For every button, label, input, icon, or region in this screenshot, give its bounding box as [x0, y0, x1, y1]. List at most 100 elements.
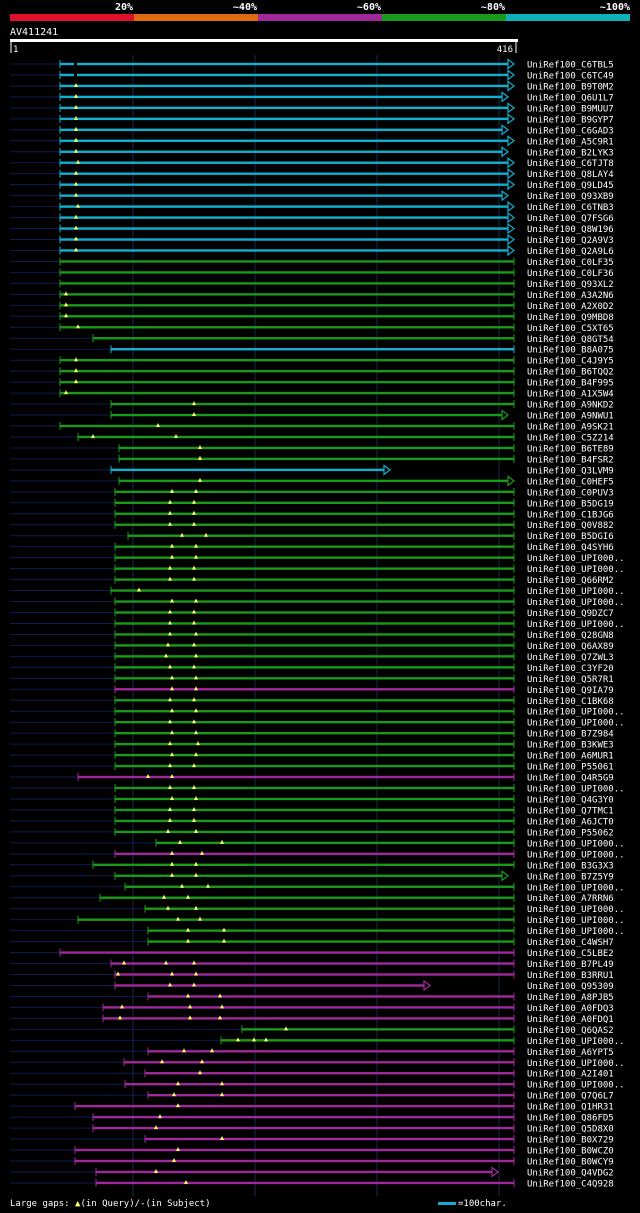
hit-row[interactable]: UniRef100_B5DG19 [10, 498, 614, 510]
hit-row[interactable]: UniRef100_B0WCY9 [10, 1157, 614, 1168]
hit-row[interactable]: UniRef100_C5LBE2 [10, 948, 614, 960]
hit-row[interactable]: UniRef100_UPI000.. [10, 926, 625, 938]
hit-label[interactable]: UniRef100_A0FDQ3 [527, 1004, 614, 1014]
hit-label[interactable]: UniRef100_C4WSH7 [527, 938, 614, 948]
hit-row[interactable]: UniRef100_A0FDQ3 [10, 1003, 614, 1014]
hit-label[interactable]: UniRef100_UPI000.. [527, 883, 625, 893]
hit-row[interactable]: UniRef100_Q8LAY4 [10, 167, 614, 180]
hit-row[interactable]: UniRef100_A1X5W4 [10, 389, 614, 400]
hit-label[interactable]: UniRef100_B7PL49 [527, 960, 614, 970]
hit-label[interactable]: UniRef100_Q9MBD8 [527, 313, 614, 323]
hit-row[interactable]: UniRef100_B9T0M2 [10, 80, 614, 92]
hit-row[interactable]: UniRef100_C6GAD3 [10, 124, 614, 136]
hit-row[interactable]: UniRef100_C0LF35 [10, 257, 614, 268]
hit-label[interactable]: UniRef100_B3RRU1 [527, 971, 614, 981]
hit-row[interactable]: UniRef100_C4Q928 [10, 1178, 614, 1190]
hit-row[interactable]: UniRef100_Q7ZWL3 [10, 652, 614, 663]
hit-row[interactable]: UniRef100_B2LYK3 [10, 146, 614, 158]
hit-label[interactable]: UniRef100_Q9DZC7 [527, 609, 614, 619]
hit-label[interactable]: UniRef100_A9NWU1 [527, 412, 614, 422]
hit-row[interactable]: UniRef100_B8A075 [10, 345, 614, 356]
hit-label[interactable]: UniRef100_Q9LD45 [527, 181, 614, 191]
hit-label[interactable]: UniRef100_C5XT65 [527, 324, 614, 334]
hit-label[interactable]: UniRef100_UPI000.. [527, 905, 625, 915]
hit-row[interactable]: UniRef100_UPI000.. [10, 553, 625, 565]
hit-label[interactable]: UniRef100_B2LYK3 [527, 148, 614, 158]
hit-label[interactable]: UniRef100_C0LF36 [527, 269, 614, 279]
hit-label[interactable]: UniRef100_Q8LAY4 [527, 170, 614, 180]
hit-label[interactable]: UniRef100_C5LBE2 [527, 949, 614, 959]
hit-label[interactable]: UniRef100_UPI000.. [527, 1059, 625, 1069]
hit-label[interactable]: UniRef100_A2X0D2 [527, 302, 614, 312]
hit-row[interactable]: UniRef100_Q6AX89 [10, 641, 614, 652]
hit-row[interactable]: UniRef100_A8PJB5 [10, 992, 614, 1003]
hit-label[interactable]: UniRef100_UPI000.. [527, 1081, 625, 1091]
hit-label[interactable]: UniRef100_B0WCY9 [527, 1158, 614, 1168]
hit-label[interactable]: UniRef100_Q8GT54 [527, 335, 614, 345]
hit-label[interactable]: UniRef100_UPI000.. [527, 850, 625, 860]
hit-label[interactable]: UniRef100_B5DGI6 [527, 532, 614, 542]
hit-row[interactable]: UniRef100_A9NKD2 [10, 400, 614, 411]
hit-row[interactable]: UniRef100_Q4VDG2 [10, 1166, 614, 1178]
hit-label[interactable]: UniRef100_A6JCT0 [527, 817, 614, 827]
hit-label[interactable]: UniRef100_Q0V882 [527, 521, 614, 531]
hit-row[interactable]: UniRef100_B3KWE3 [10, 740, 614, 751]
hit-label[interactable]: UniRef100_Q1HR31 [527, 1103, 614, 1113]
hit-row[interactable]: UniRef100_Q5R7R1 [10, 674, 614, 685]
hit-row[interactable]: UniRef100_UPI000.. [10, 564, 625, 576]
hit-row[interactable]: UniRef100_Q4SYH6 [10, 542, 614, 554]
hit-row[interactable]: UniRef100_UPI000.. [10, 838, 625, 850]
hit-row[interactable]: UniRef100_Q93XL2 [10, 279, 614, 290]
hit-label[interactable]: UniRef100_A0FDQ1 [527, 1015, 614, 1025]
hit-label[interactable]: UniRef100_B9MUU7 [527, 104, 614, 114]
hit-row[interactable]: UniRef100_Q3LVM9 [10, 464, 614, 476]
hit-row[interactable]: UniRef100_Q1HR31 [10, 1102, 614, 1113]
hit-row[interactable]: UniRef100_Q8GT54 [10, 334, 614, 345]
hit-label[interactable]: UniRef100_B4FSR2 [527, 455, 614, 465]
hit-label[interactable]: UniRef100_Q5R7R1 [527, 675, 614, 685]
hit-row[interactable]: UniRef100_B0WCZ0 [10, 1146, 614, 1157]
hit-row[interactable]: UniRef100_A6YPT5 [10, 1047, 614, 1058]
hit-row[interactable]: UniRef100_UPI000.. [10, 849, 625, 861]
hit-row[interactable]: UniRef100_C4WSH7 [10, 937, 614, 949]
hit-label[interactable]: UniRef100_P55061 [527, 763, 614, 773]
hit-row[interactable]: UniRef100_Q9IA79 [10, 685, 614, 696]
hit-row[interactable]: UniRef100_A2X0D2 [10, 301, 614, 312]
hit-row[interactable]: UniRef100_B7PL49 [10, 959, 614, 971]
hit-row[interactable]: UniRef100_C0LF36 [10, 268, 614, 279]
hit-label[interactable]: UniRef100_Q66RM2 [527, 576, 614, 586]
hit-label[interactable]: UniRef100_A9SK21 [527, 423, 614, 433]
hit-label[interactable]: UniRef100_UPI000.. [527, 1037, 625, 1047]
hit-label[interactable]: UniRef100_UPI000.. [527, 785, 625, 795]
hit-label[interactable]: UniRef100_C1BJG6 [527, 510, 614, 520]
hit-row[interactable]: UniRef100_UPI000.. [10, 915, 625, 927]
hit-label[interactable]: UniRef100_B3G3X3 [527, 861, 614, 871]
hit-label[interactable]: UniRef100_C4Q928 [527, 1179, 614, 1189]
hit-label[interactable]: UniRef100_C6TNB3 [527, 203, 614, 213]
hit-row[interactable]: UniRef100_UPI000.. [10, 904, 625, 916]
hit-label[interactable]: UniRef100_C0PUV3 [527, 488, 614, 498]
hit-row[interactable]: UniRef100_A2I401 [10, 1069, 614, 1080]
hit-label[interactable]: UniRef100_Q8W196 [527, 225, 614, 235]
hit-label[interactable]: UniRef100_Q4R5G9 [527, 774, 614, 784]
hit-row[interactable]: UniRef100_P55062 [10, 827, 614, 839]
hit-label[interactable]: UniRef100_A3A2N6 [527, 291, 614, 301]
hit-row[interactable]: UniRef100_P55061 [10, 762, 614, 773]
hit-row[interactable]: UniRef100_C1BK68 [10, 696, 614, 707]
hit-label[interactable]: UniRef100_Q4G3Y0 [527, 795, 614, 805]
hit-label[interactable]: UniRef100_UPI000.. [527, 598, 625, 608]
hit-label[interactable]: UniRef100_B0WCZ0 [527, 1147, 614, 1157]
hit-label[interactable]: UniRef100_UPI000.. [527, 719, 625, 729]
hit-row[interactable]: UniRef100_A7RRN6 [10, 893, 614, 905]
hit-label[interactable]: UniRef100_A7RRN6 [527, 894, 614, 904]
hit-label[interactable]: UniRef100_UPI000.. [527, 620, 625, 630]
hit-row[interactable]: UniRef100_B9GYP7 [10, 113, 614, 125]
hit-row[interactable]: UniRef100_Q28GN8 [10, 630, 614, 641]
hit-row[interactable]: UniRef100_B4FSR2 [10, 454, 614, 466]
hit-label[interactable]: UniRef100_A2I401 [527, 1070, 614, 1080]
hit-label[interactable]: UniRef100_Q7ZWL3 [527, 653, 614, 663]
hit-row[interactable]: UniRef100_Q95309 [10, 979, 614, 992]
hit-row[interactable]: UniRef100_A5C9R1 [10, 135, 614, 147]
hit-label[interactable]: UniRef100_B9T0M2 [527, 82, 614, 92]
hit-row[interactable]: UniRef100_C4J9Y5 [10, 356, 614, 367]
